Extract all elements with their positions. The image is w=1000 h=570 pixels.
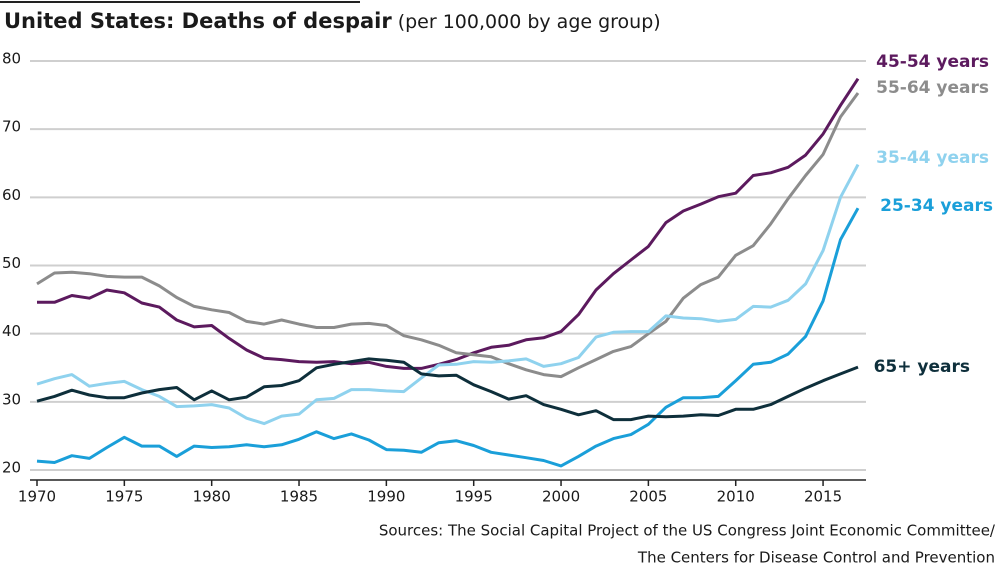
x-tick-label: 2015	[804, 488, 842, 506]
x-tick-label: 2010	[717, 488, 755, 506]
x-tick-label: 1990	[367, 488, 405, 506]
y-tick-label: 40	[2, 322, 21, 340]
series-label: 65+ years	[874, 357, 970, 377]
series-line	[37, 77, 860, 370]
x-tick-label: 1980	[193, 488, 231, 506]
series-label: 25-34 years	[880, 196, 993, 216]
chart-title: United States: Deaths of despair	[4, 9, 392, 33]
x-tick-label: 1970	[18, 488, 56, 506]
y-tick-label: 60	[2, 186, 21, 204]
chart-subtitle: (per 100,000 by age group)	[398, 11, 661, 33]
y-tick-label: 30	[2, 390, 21, 408]
y-tick-label: 50	[2, 254, 21, 272]
x-tick-label: 2005	[629, 488, 667, 506]
series-label: 35-44 years	[876, 148, 989, 168]
x-tick-label: 1985	[280, 488, 318, 506]
series-line	[36, 163, 860, 426]
series-line	[36, 207, 860, 468]
source-line: Sources: The Social Capital Project of t…	[379, 522, 996, 540]
series-line	[36, 92, 860, 379]
chart-title-group: United States: Deaths of despair (per 100…	[4, 9, 661, 33]
source-line: The Centers for Disease Control and Prev…	[637, 549, 995, 567]
x-tick-label: 1975	[105, 488, 143, 506]
x-tick-label: 1995	[455, 488, 493, 506]
y-tick-label: 70	[2, 118, 21, 136]
y-tick-label: 20	[2, 459, 21, 477]
y-tick-label: 80	[2, 50, 21, 68]
series-label: 45-54 years	[876, 52, 989, 72]
series-label: 55-64 years	[876, 78, 989, 98]
x-tick-label: 2000	[542, 488, 580, 506]
series-line	[36, 357, 859, 422]
